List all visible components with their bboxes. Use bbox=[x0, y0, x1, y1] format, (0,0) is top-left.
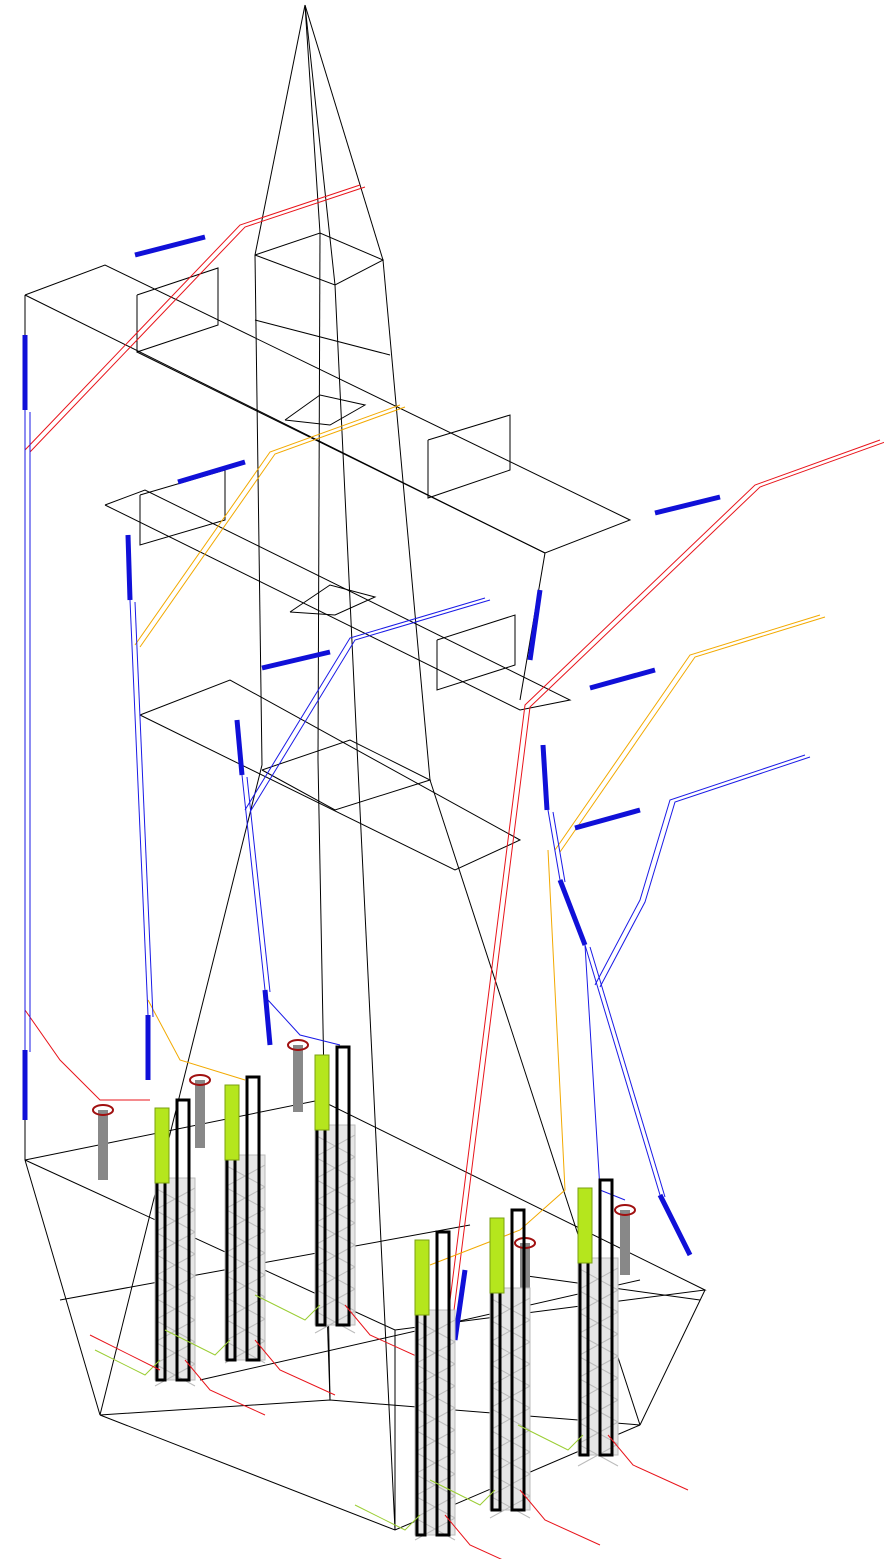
equipment bbox=[225, 1085, 239, 1160]
equipment bbox=[315, 1055, 329, 1130]
equipment bbox=[415, 1240, 429, 1315]
equipment bbox=[578, 1188, 592, 1263]
page: (() => { const data = JSON.parse(documen… bbox=[0, 0, 884, 1559]
tower-drawing bbox=[0, 0, 884, 1559]
equipment bbox=[155, 1108, 169, 1183]
equipment bbox=[490, 1218, 504, 1293]
insulator bbox=[128, 535, 130, 600]
